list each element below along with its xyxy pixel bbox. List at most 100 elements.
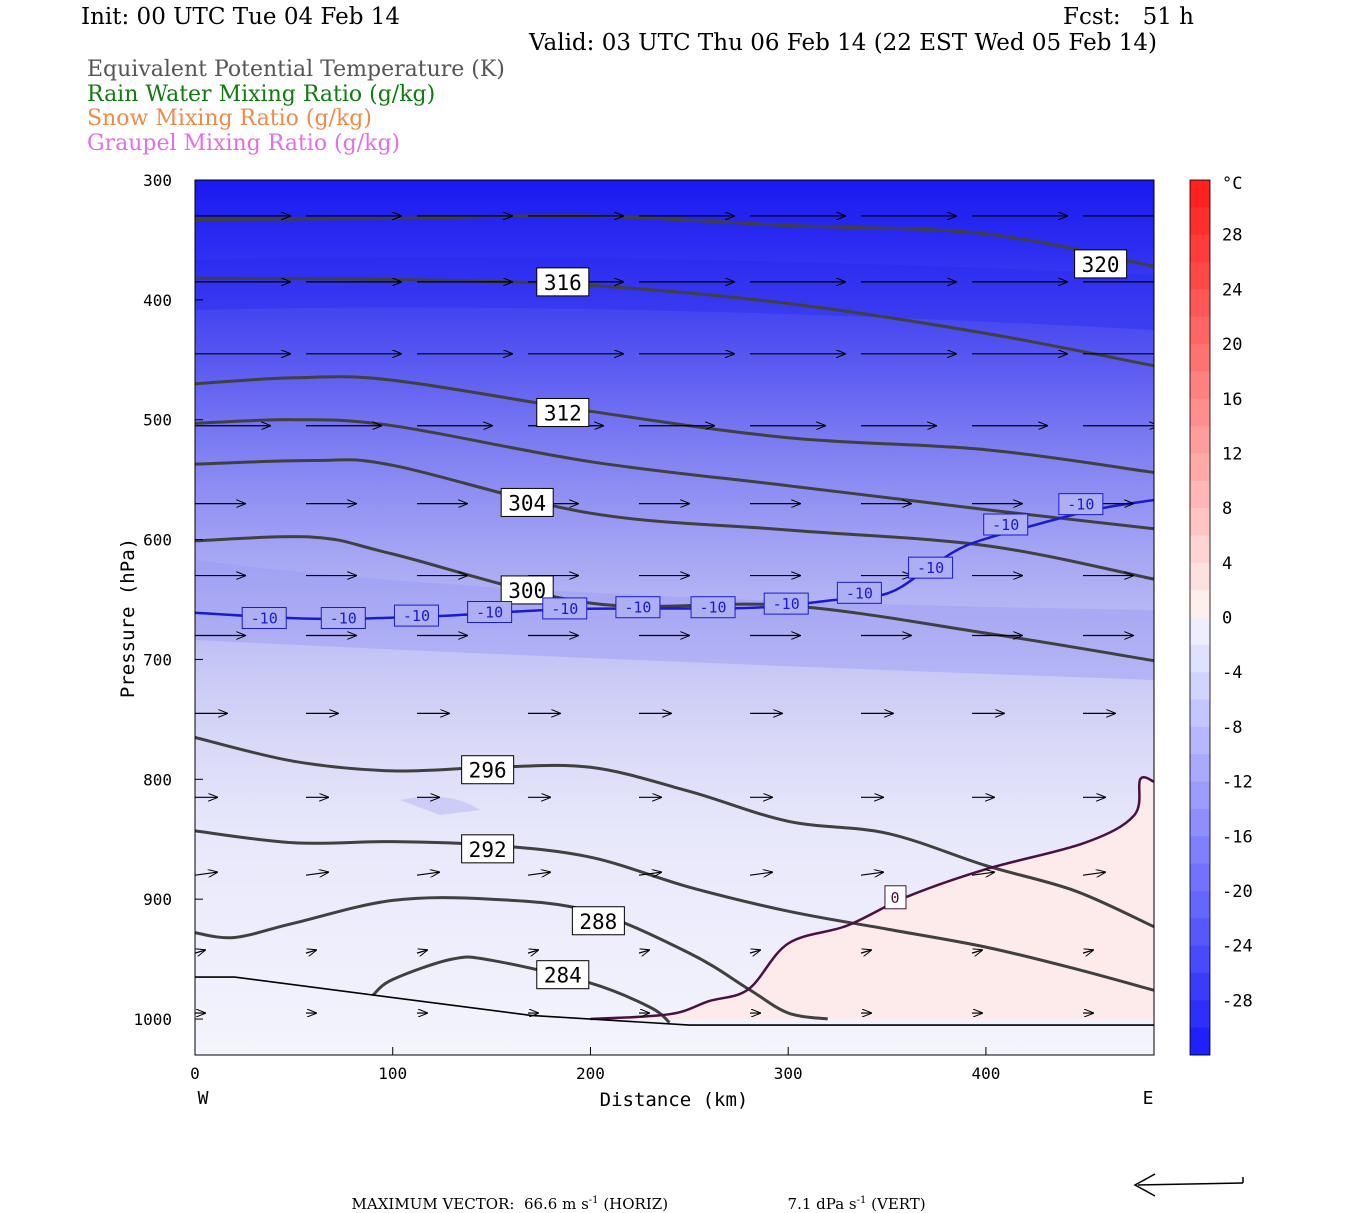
theta-e-label-box	[536, 398, 590, 428]
theta-e-contour-312	[195, 375, 1154, 474]
wind-vector	[749, 950, 760, 953]
plot-frame	[194, 179, 1155, 1056]
colorbar-swatch	[1190, 207, 1210, 236]
minus10-label: -10	[992, 516, 1019, 534]
theta-e-contour-308	[195, 418, 1154, 531]
colorbar-swatch	[1190, 262, 1210, 290]
colorbar-swatch	[1190, 945, 1210, 974]
minus10-label-box	[241, 607, 287, 629]
colorbar-swatch	[1190, 562, 1210, 591]
wind-vector	[416, 872, 439, 875]
wind-vector	[971, 950, 982, 953]
colorbar-label: 20	[1222, 335, 1242, 355]
colorbar-swatch	[1190, 1027, 1210, 1056]
wind-vector	[527, 872, 550, 875]
colorbar-swatch	[1190, 754, 1210, 783]
forecast-hour: Fcst: 51 h	[1063, 4, 1194, 30]
theta-e-label-box	[536, 267, 590, 297]
theta-e-label: 284	[544, 964, 582, 988]
theta-e-label: 292	[469, 838, 507, 862]
wind-vector	[860, 950, 871, 953]
colorbar-swatch	[1190, 453, 1210, 482]
minus10-label-box	[763, 592, 809, 615]
colorbar-label: -16	[1222, 827, 1253, 847]
colorbar-swatch	[1190, 808, 1210, 837]
wind-vector	[305, 950, 316, 953]
zero-label: 0	[890, 889, 899, 907]
wind-vector	[195, 950, 205, 953]
minus10-label-box	[393, 604, 439, 627]
colorbar-swatch	[1190, 234, 1210, 263]
colorbar-swatch	[1190, 289, 1210, 318]
wind-vector	[1082, 950, 1093, 953]
theta-e-contour-284	[371, 955, 671, 1024]
minus10-label-box	[983, 513, 1029, 536]
theta-e-label: 296	[469, 759, 507, 783]
colorbar-swatch	[1190, 180, 1210, 208]
y-tick-label: 400	[143, 291, 172, 310]
colorbar-swatch	[1190, 316, 1210, 345]
colorbar-swatch	[1190, 781, 1210, 810]
theta-e-label: 320	[1082, 253, 1120, 277]
colorbar-label: -28	[1222, 991, 1253, 1011]
wind-vector	[527, 950, 538, 953]
colorbar-swatch	[1190, 836, 1210, 865]
minus10-label-box	[542, 597, 588, 620]
max-vector-vert: 7.1 dPa s-1 (VERT)	[778, 1177, 926, 1213]
theta-e-contour-320	[195, 214, 1154, 268]
minus10-label-box	[320, 607, 366, 629]
x-tick-label: 300	[774, 1064, 803, 1083]
wind-vector	[860, 872, 883, 875]
init-time: Init: 00 UTC Tue 04 Feb 14	[81, 4, 401, 30]
wind-vector	[305, 872, 328, 875]
low-band-1	[400, 796, 480, 815]
x-tick-label: 400	[971, 1064, 1000, 1083]
max-vector-title: MAXIMUM VECTOR:	[351, 1195, 515, 1213]
theta-e-label-box	[500, 487, 554, 517]
max-vector-arrow-icon	[1133, 1173, 1244, 1197]
colorbar-swatch	[1190, 371, 1210, 400]
minus10-label-box	[615, 596, 661, 619]
minus10-label: -10	[251, 610, 278, 628]
max-vector-vert-exp: -1	[856, 1195, 867, 1206]
minus10-label-box	[908, 556, 954, 579]
colorbar-swatch	[1190, 972, 1210, 1001]
colorbar-swatch	[1190, 617, 1210, 646]
colorbar-label: 28	[1222, 226, 1242, 246]
wind-vector	[416, 950, 427, 953]
minus10-label: -10	[846, 584, 873, 602]
colorbar-frame	[1189, 179, 1211, 1056]
colorbar-swatch	[1190, 699, 1210, 728]
minus10-label-box	[1058, 493, 1104, 516]
x-tick-label: 0	[190, 1064, 200, 1083]
colorbar: 28 24 20 16 12 8 4 0 -4 -8 -12 -16 -20 -24 -28	[1189, 179, 1253, 1056]
legend-theta-e: Equivalent Potential Temperature (K)	[87, 57, 505, 82]
colorbar-label: -8	[1222, 718, 1242, 738]
max-vector-vert-value: 7.1 dPa s	[787, 1195, 857, 1213]
colorbar-swatch	[1190, 1000, 1210, 1029]
y-tick-label: 800	[143, 770, 172, 789]
colorbar-swatch	[1190, 535, 1210, 564]
minus10-label: -10	[700, 599, 727, 617]
legend-graupel: Graupel Mixing Ratio (g/kg)	[87, 131, 401, 156]
minus10-label: -10	[476, 604, 503, 622]
colorbar-swatch	[1190, 344, 1210, 372]
y-tick-label: 300	[143, 171, 172, 190]
colorbar-swatch	[1190, 726, 1210, 755]
minus10-label: -10	[330, 610, 357, 628]
wind-vector	[971, 872, 994, 875]
minus10-label-box	[467, 601, 513, 624]
theta-e-label: 300	[508, 579, 546, 603]
legend-snow: Snow Mixing Ratio (g/kg)	[87, 106, 372, 131]
colorbar-swatch	[1190, 426, 1210, 454]
colorbar-swatch	[1190, 863, 1210, 892]
x-end-label-west: W	[198, 1088, 209, 1109]
theta-e-label: 312	[544, 402, 582, 426]
max-vector-vert-tag: (VERT)	[871, 1195, 926, 1213]
theta-e-contour-288	[195, 896, 828, 1021]
theta-e-label-box	[536, 960, 590, 990]
upper-band-1	[195, 257, 1154, 330]
wind-vector	[1082, 872, 1105, 875]
minus10-label: -10	[624, 599, 651, 617]
